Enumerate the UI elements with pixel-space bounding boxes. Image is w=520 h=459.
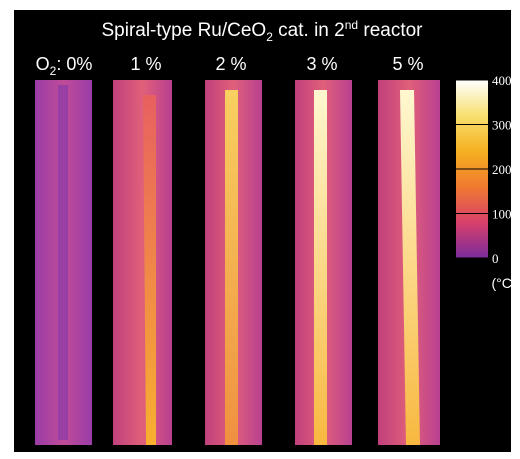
colorbar-tick-label: 100 xyxy=(492,207,512,222)
panel-label: 5 % xyxy=(392,54,423,74)
colorbar-tick-label: 400 xyxy=(492,73,512,88)
colorbar-tick-label: 300 xyxy=(492,118,512,133)
colorbar-unit: (°C) xyxy=(491,275,516,291)
colorbar-tick-label: 200 xyxy=(492,162,512,177)
catalyst xyxy=(58,85,68,440)
title: Spiral-type Ru/CeO2 cat. in 2nd reactor xyxy=(101,18,423,44)
thermal-strip xyxy=(113,80,172,445)
colorbar-tick-label: 0 xyxy=(492,251,499,266)
panel-label: 3 % xyxy=(306,54,337,74)
catalyst xyxy=(314,90,327,445)
figure: Spiral-type Ru/CeO2 cat. in 2nd reactor … xyxy=(0,0,520,459)
catalyst xyxy=(225,90,238,445)
panel-label: 2 % xyxy=(215,54,246,74)
panel-label: 1 % xyxy=(130,54,161,74)
